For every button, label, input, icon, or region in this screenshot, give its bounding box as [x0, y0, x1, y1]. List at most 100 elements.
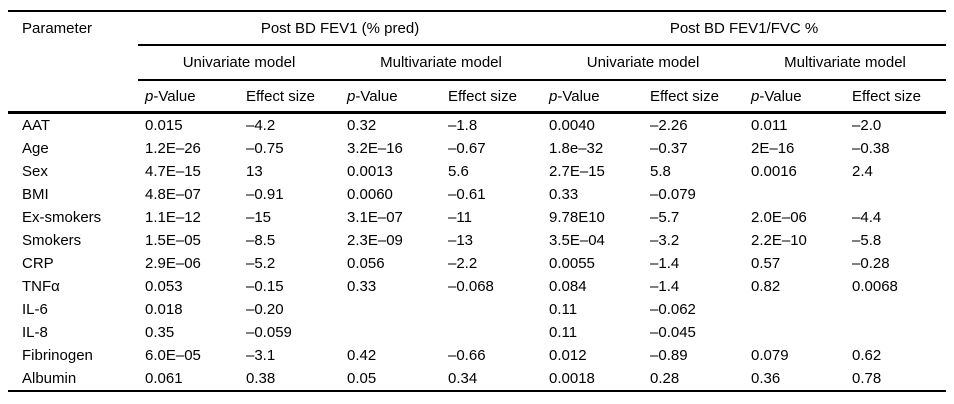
- value-cell: –5.7: [650, 209, 680, 226]
- parameter-column-header: Parameter: [8, 11, 138, 114]
- table-row: Fibrinogen 6.0E–05 –3.1 0.42 –0.66 0.012 –0.89…: [8, 344, 946, 367]
- value-cell: 0.82: [751, 278, 781, 295]
- parameter-cell: Ex-smokers: [22, 209, 102, 226]
- value-cell: –0.91: [246, 186, 284, 203]
- parameter-cell: AAT: [22, 117, 51, 134]
- value-cell: 0.28: [650, 370, 680, 387]
- pvalue-italic-p: p: [751, 87, 760, 105]
- parameter-cell: Albumin: [22, 370, 77, 387]
- value-cell: –0.61: [448, 186, 486, 203]
- value-cell: [441, 298, 542, 321]
- value-cell: 3.5E–04: [549, 232, 605, 249]
- value-cell: 0.33: [549, 186, 579, 203]
- value-cell: 0.011: [751, 117, 788, 134]
- value-cell: [744, 183, 845, 206]
- value-cell: 0.0016: [751, 163, 797, 180]
- value-cell: 0.36: [751, 370, 781, 387]
- value-cell: –0.20: [246, 301, 284, 318]
- value-cell: 0.05: [347, 370, 377, 387]
- model-header-univariate-fev1: Univariate model: [138, 45, 340, 81]
- value-cell: –4.2: [246, 117, 276, 134]
- value-cell: 0.0060: [347, 186, 393, 203]
- value-cell: 1.8e–32: [549, 140, 604, 157]
- value-cell: –5.2: [246, 255, 276, 272]
- value-cell: –1.4: [650, 255, 680, 272]
- value-cell: –2.0: [852, 117, 882, 134]
- pvalue-rest: -Value: [153, 87, 196, 105]
- parameter-cell: TNFα: [22, 278, 60, 295]
- table-row: Albumin 0.061 0.38 0.05 0.34 0.0018 0.28 0.36 0.…: [8, 367, 946, 391]
- value-cell: –0.37: [650, 140, 688, 157]
- pvalue-rest: -Value: [557, 87, 600, 105]
- value-cell: 0.012: [549, 347, 587, 364]
- metric-header-pvalue: p-Value: [542, 80, 644, 114]
- value-cell: 2.0E–06: [751, 209, 807, 226]
- value-cell: –1.8: [448, 117, 478, 134]
- parameter-cell: IL-8: [22, 324, 48, 341]
- value-cell: 0.35: [145, 324, 175, 341]
- metric-header-effect-size: Effect size: [643, 80, 745, 114]
- value-cell: [845, 183, 946, 206]
- value-cell: 1.5E–05: [145, 232, 201, 249]
- model-header-multivariate-fev1: Multivariate model: [340, 45, 543, 81]
- table-row: Sex 4.7E–15 13 0.0013 5.6 2.7E–15 5.8 0.0016 2.4: [8, 160, 946, 183]
- value-cell: –0.068: [448, 278, 494, 295]
- value-cell: –3.1: [246, 347, 276, 364]
- value-cell: –13: [448, 232, 474, 249]
- value-cell: 0.32: [347, 117, 377, 134]
- value-cell: 3.2E–16: [347, 140, 403, 157]
- model-header-univariate-fvc: Univariate model: [542, 45, 745, 81]
- value-cell: 0.57: [751, 255, 781, 272]
- value-cell: –0.15: [246, 278, 284, 295]
- header-row-metrics: p-Value Effect size p-Value Effect size …: [8, 80, 947, 114]
- value-cell: 0.42: [347, 347, 377, 364]
- table-row: IL-6 0.018 –0.20 0.11 –0.062: [8, 298, 946, 321]
- value-cell: 0.78: [852, 370, 882, 387]
- value-cell: 0.0018: [549, 370, 595, 387]
- value-cell: 2.3E–09: [347, 232, 403, 249]
- value-cell: 2.9E–06: [145, 255, 201, 272]
- value-cell: [340, 321, 441, 344]
- metric-header-effect-size: Effect size: [239, 80, 340, 114]
- value-cell: 0.018: [145, 301, 183, 318]
- value-cell: 6.0E–05: [145, 347, 201, 364]
- value-cell: 0.056: [347, 255, 385, 272]
- group-header-fev1: Post BD FEV1 (% pred): [138, 11, 543, 46]
- value-cell: –0.062: [650, 301, 696, 318]
- value-cell: –2.2: [448, 255, 478, 272]
- value-cell: 2.2E–10: [751, 232, 807, 249]
- value-cell: 0.079: [751, 347, 789, 364]
- metric-header-effect-size: Effect size: [845, 80, 947, 114]
- pvalue-italic-p: p: [145, 87, 154, 105]
- value-cell: –0.059: [246, 324, 292, 341]
- pvalue-italic-p: p: [347, 87, 356, 105]
- table-row: AAT 0.015 –4.2 0.32 –1.8 0.0040 –2.26 0.011 –2.0: [8, 113, 946, 138]
- pvalue-rest: -Value: [355, 87, 398, 105]
- pvalue-italic-p: p: [549, 87, 558, 105]
- value-cell: –4.4: [852, 209, 882, 226]
- value-cell: 0.0013: [347, 163, 393, 180]
- value-cell: 2.7E–15: [549, 163, 605, 180]
- value-cell: 0.061: [145, 370, 183, 387]
- parameter-cell: IL-6: [22, 301, 48, 318]
- regression-results-table: Parameter Post BD FEV1 (% pred) Post BD …: [8, 10, 947, 392]
- value-cell: –0.89: [650, 347, 688, 364]
- value-cell: –8.5: [246, 232, 276, 249]
- value-cell: 1.1E–12: [145, 209, 201, 226]
- model-header-multivariate-fvc: Multivariate model: [744, 45, 947, 81]
- value-cell: –1.4: [650, 278, 680, 295]
- table-row: BMI 4.8E–07 –0.91 0.0060 –0.61 0.33 –0.079: [8, 183, 946, 206]
- parameter-cell: BMI: [22, 186, 49, 203]
- value-cell: 5.6: [448, 163, 469, 180]
- parameter-cell: Smokers: [22, 232, 82, 249]
- table-row: TNFα 0.053 –0.15 0.33 –0.068 0.084 –1.4 0.82 0.0…: [8, 275, 946, 298]
- table-row: Age 1.2E–26 –0.75 3.2E–16 –0.67 1.8e–32 –0.37 2…: [8, 137, 946, 160]
- value-cell: [845, 298, 946, 321]
- metric-header-pvalue: p-Value: [744, 80, 846, 114]
- value-cell: 0.0055: [549, 255, 595, 272]
- value-cell: –0.75: [246, 140, 284, 157]
- value-cell: –11: [448, 209, 472, 226]
- value-cell: 0.11: [549, 324, 578, 341]
- value-cell: 1.2E–26: [145, 140, 201, 157]
- value-cell: 13: [246, 163, 263, 180]
